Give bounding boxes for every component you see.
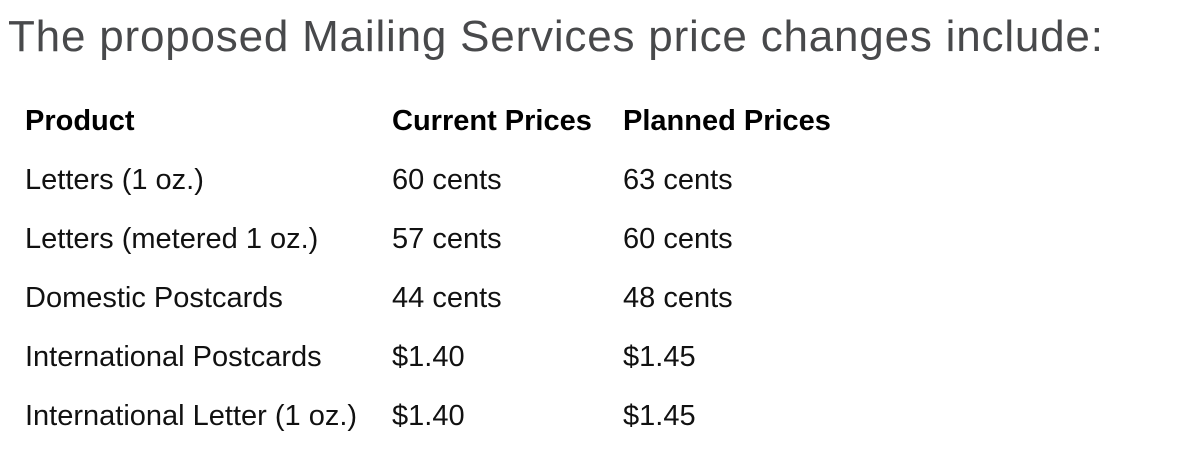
table-header-row: Product Current Prices Planned Prices [25,92,831,151]
product-cell: International Postcards [25,341,322,373]
product-cell: Domestic Postcards [25,282,283,314]
product-cell: Letters (1 oz.) [25,164,204,196]
table-row: International Letter (1 oz.) $1.40 $1.45 [25,387,831,446]
current-price-cell: 44 cents [392,282,502,314]
planned-price-cell: 48 cents [623,282,733,314]
table-row: Letters (metered 1 oz.) 57 cents 60 cent… [25,210,831,269]
table-row: Domestic Postcards 44 cents 48 cents [25,269,831,328]
table-row: International Postcards $1.40 $1.45 [25,328,831,387]
current-price-cell: 60 cents [392,164,502,196]
planned-price-cell: 60 cents [623,223,733,255]
current-price-cell: 57 cents [392,223,502,255]
price-table: Product Current Prices Planned Prices Le… [25,92,831,446]
current-price-cell: $1.40 [392,400,465,432]
planned-price-cell: 63 cents [623,164,733,196]
current-price-cell: $1.40 [392,341,465,373]
column-header-planned-prices: Planned Prices [623,105,831,137]
product-cell: International Letter (1 oz.) [25,400,358,432]
product-cell: Letters (metered 1 oz.) [25,223,319,255]
column-header-product: Product [25,105,135,137]
planned-price-cell: $1.45 [623,400,696,432]
planned-price-cell: $1.45 [623,341,696,373]
column-header-current-prices: Current Prices [392,105,592,137]
table-row: Letters (1 oz.) 60 cents 63 cents [25,151,831,210]
page-title: The proposed Mailing Services price chan… [8,12,1104,61]
